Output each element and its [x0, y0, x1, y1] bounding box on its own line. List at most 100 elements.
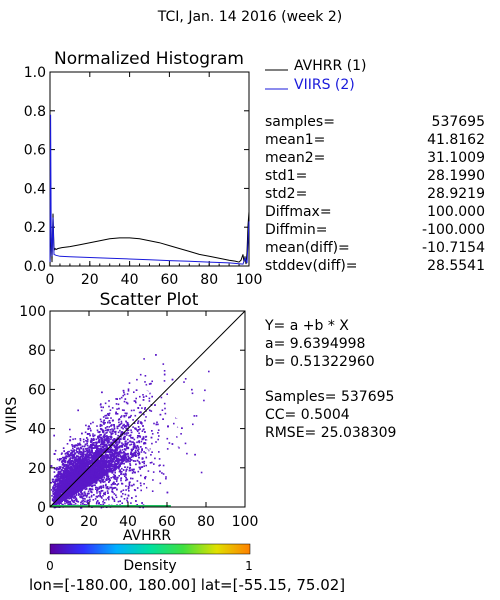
scatter-point — [106, 465, 109, 468]
scatter-point — [128, 416, 130, 419]
scatter-point — [127, 388, 130, 390]
scatter-point — [93, 463, 96, 466]
scatter-point — [116, 447, 119, 450]
scatter-point — [132, 426, 134, 428]
scatter-point — [115, 494, 117, 496]
scatter-point — [100, 486, 103, 488]
scatter-gap — [146, 379, 148, 382]
scatter-point — [141, 448, 143, 450]
scatter-point — [113, 473, 115, 476]
scatter-point — [166, 491, 169, 494]
scatter-point — [115, 480, 118, 483]
scatter-point — [125, 432, 128, 434]
histogram-axis-ticks — [49, 71, 250, 267]
scatter-point — [72, 481, 75, 484]
scatter-point — [137, 450, 140, 453]
scatter-point — [121, 409, 124, 411]
scatter-point — [69, 502, 72, 505]
scatter-point — [58, 473, 61, 476]
scatter-point — [54, 496, 57, 499]
scatter-point — [165, 477, 167, 480]
scatter-point — [50, 481, 53, 484]
scatter-point — [181, 427, 183, 429]
scatter-point — [65, 455, 68, 458]
scatter-point — [108, 440, 110, 443]
scatter-point — [100, 485, 102, 488]
scatter-point — [94, 456, 97, 459]
scatter-point — [115, 411, 117, 414]
scatter-point — [75, 474, 77, 477]
scatter-gap — [146, 390, 148, 393]
scatter-point — [102, 450, 105, 453]
scatter-point — [137, 435, 139, 437]
scatter-point — [65, 472, 68, 475]
stat-label: mean(diff)= — [265, 240, 350, 256]
scatter-point — [142, 457, 144, 460]
scatter-point — [63, 465, 65, 467]
scatter-point — [93, 446, 96, 449]
scatter-point — [141, 449, 143, 451]
scatter-point — [67, 462, 70, 464]
scatter-point — [104, 427, 107, 429]
scatter-point — [96, 461, 99, 463]
scatter-point — [114, 478, 117, 480]
scatter-point — [94, 441, 97, 444]
scatter-point — [113, 455, 116, 457]
scatter-point — [130, 436, 132, 439]
scatter-point — [132, 441, 134, 443]
scatter-point — [105, 438, 108, 440]
scatter-point — [71, 450, 74, 453]
scatter-point — [108, 480, 111, 482]
scatter-point — [62, 462, 65, 465]
scatter-point — [95, 468, 98, 471]
scatter-point — [58, 484, 61, 487]
scatter-gap — [148, 415, 150, 418]
scatter-point — [110, 467, 113, 470]
scatter-point — [106, 441, 109, 444]
scatter-point — [70, 452, 72, 455]
scatter-point — [64, 468, 67, 471]
scatter-point — [105, 417, 107, 419]
scatter-point — [116, 425, 119, 428]
scatter-point — [120, 477, 122, 480]
scatter-point — [86, 447, 89, 450]
scatter-point — [62, 478, 65, 481]
scatter-point — [63, 498, 66, 501]
scatter-point — [130, 502, 132, 504]
scatter-point — [93, 466, 96, 469]
scatter-point — [106, 472, 109, 474]
scatter-point — [80, 491, 82, 494]
scatter-point — [107, 460, 110, 463]
scatter-point — [91, 464, 94, 467]
scatter-point — [129, 440, 132, 443]
scatter-point — [77, 494, 80, 496]
scatter-point — [93, 473, 96, 476]
scatter-point — [59, 467, 61, 470]
scatter-point — [121, 449, 124, 451]
scatter-point — [105, 487, 108, 489]
scatter-point — [192, 423, 194, 426]
scatter-point — [99, 469, 102, 472]
scatter-point — [128, 487, 130, 489]
scatter-point — [107, 428, 110, 431]
scatter-point — [81, 472, 84, 475]
scatter-point — [123, 456, 126, 459]
scatter-point — [106, 435, 108, 437]
scatter-point — [94, 458, 97, 460]
scatter-point — [63, 456, 66, 459]
scatter-point — [109, 451, 111, 454]
scatter-point — [126, 452, 129, 455]
scatter-point — [79, 458, 82, 461]
scatter-point — [78, 450, 81, 452]
scatter-point — [73, 475, 76, 478]
scatter-point — [99, 425, 102, 427]
scatter-point — [52, 490, 55, 493]
scatter-point — [89, 482, 92, 485]
scatter-point — [80, 501, 82, 504]
scatter-point — [115, 430, 117, 433]
scatter-gap — [146, 481, 148, 483]
scatter-gap — [146, 410, 148, 412]
scatter-point — [108, 400, 110, 402]
scatter-point — [100, 436, 103, 439]
scatter-point — [77, 480, 79, 482]
